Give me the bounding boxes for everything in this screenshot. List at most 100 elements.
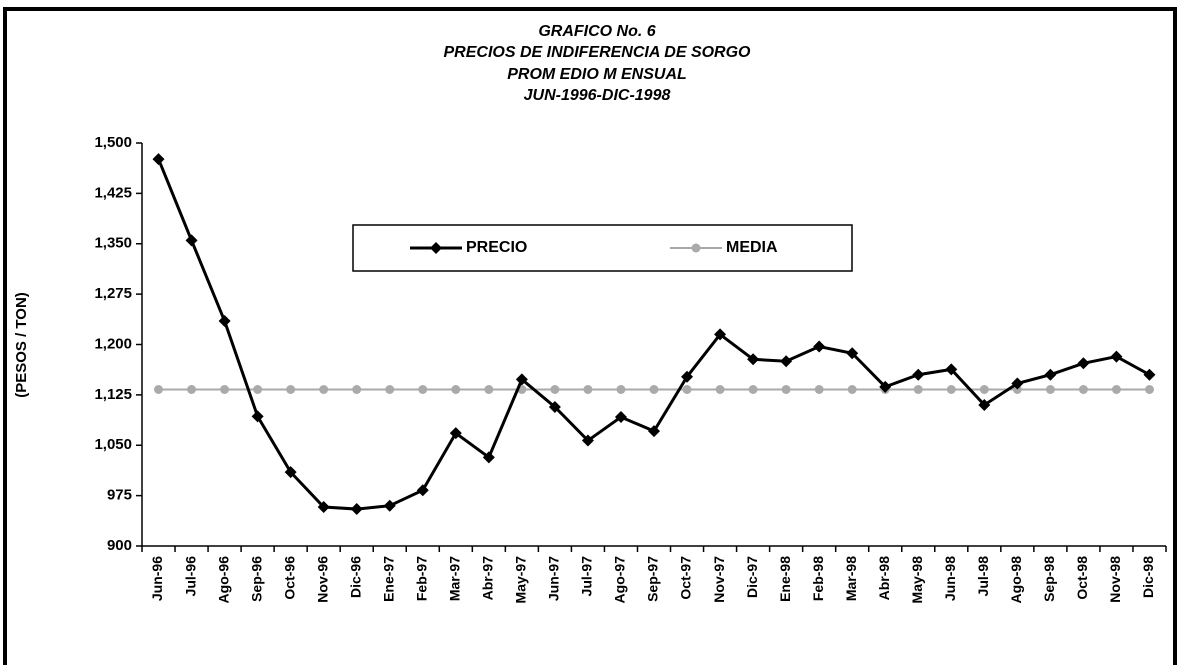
chart-title: GRAFICO No. 6: [538, 23, 655, 40]
x-tick-label: Sep-98: [1041, 556, 1057, 602]
point: [715, 385, 725, 395]
x-tick-label: Oct-98: [1074, 556, 1090, 600]
point: [1143, 368, 1156, 381]
x-tick-label: Ago-96: [215, 556, 231, 604]
point: [945, 363, 958, 376]
y-tick-label: 1,200: [94, 335, 132, 352]
point: [1077, 357, 1090, 370]
x-tick-label: Oct-97: [678, 556, 694, 600]
point: [1144, 385, 1154, 395]
point: [912, 368, 925, 381]
point: [780, 355, 793, 368]
chart-title: PRECIOS DE INDIFERENCIA DE SORGO: [444, 44, 752, 61]
point: [1110, 350, 1123, 363]
point: [913, 385, 923, 395]
point: [847, 385, 857, 395]
point: [978, 398, 991, 411]
point: [714, 328, 727, 341]
y-tick-label: 900: [107, 537, 132, 554]
point: [319, 385, 329, 395]
point: [748, 385, 758, 395]
x-tick-label: Mar-97: [447, 556, 463, 601]
chart-title: PROM EDIO M ENSUAL: [507, 66, 687, 83]
point: [813, 340, 826, 353]
legend-label: MEDIA: [726, 239, 778, 256]
x-tick-label: Jul-96: [182, 556, 198, 597]
x-tick-label: Ene-97: [380, 556, 396, 602]
point: [1045, 385, 1055, 395]
x-tick-label: May-97: [513, 556, 529, 604]
point: [581, 434, 594, 447]
point: [979, 385, 989, 395]
point: [1011, 377, 1024, 390]
x-tick-label: Nov-98: [1107, 556, 1123, 603]
legend-label: PRECIO: [466, 239, 527, 256]
point: [616, 385, 626, 395]
x-tick-label: Feb-97: [413, 556, 429, 601]
point: [449, 427, 462, 440]
x-tick-label: Feb-98: [810, 556, 826, 601]
point: [383, 499, 396, 512]
y-tick-label: 1,050: [94, 436, 132, 453]
x-tick-label: Dic-97: [744, 556, 760, 598]
point: [385, 385, 395, 395]
point: [154, 385, 164, 395]
y-tick-label: 1,350: [94, 235, 132, 252]
x-tick-label: Mar-98: [843, 556, 859, 601]
x-tick-label: Ene-98: [777, 556, 793, 602]
x-tick-label: Abr-97: [480, 556, 496, 601]
point: [352, 385, 362, 395]
x-tick-label: Nov-96: [314, 556, 330, 603]
x-tick-label: Nov-97: [711, 556, 727, 603]
point: [814, 385, 824, 395]
y-tick-label: 975: [107, 487, 132, 504]
x-tick-label: Jul-97: [579, 556, 595, 597]
point: [1111, 385, 1121, 395]
point: [781, 385, 791, 395]
point: [1078, 385, 1088, 395]
point: [418, 385, 428, 395]
x-tick-label: Jul-98: [975, 556, 991, 597]
frame: [3, 7, 1177, 665]
point: [747, 353, 760, 366]
x-tick-label: Dic-98: [1140, 556, 1156, 598]
x-tick-label: Oct-96: [281, 556, 297, 600]
point: [846, 347, 859, 360]
point: [253, 385, 263, 395]
x-tick-label: Ago-97: [612, 556, 628, 604]
point: [286, 385, 296, 395]
point: [416, 484, 429, 497]
point: [583, 385, 593, 395]
x-tick-label: Sep-96: [248, 556, 264, 602]
x-tick-label: Dic-96: [347, 556, 363, 598]
point: [682, 385, 692, 395]
legend-marker: [691, 243, 701, 253]
point: [879, 380, 892, 393]
point: [187, 385, 197, 395]
point: [284, 466, 297, 479]
point: [1044, 368, 1057, 381]
point: [350, 503, 363, 516]
x-tick-label: Jun-96: [149, 556, 165, 601]
y-tick-label: 1,500: [94, 134, 132, 151]
point: [218, 314, 231, 327]
point: [251, 410, 264, 423]
point: [482, 451, 495, 464]
point: [648, 425, 660, 438]
point: [946, 385, 956, 395]
x-tick-label: Jun-97: [546, 556, 562, 601]
y-tick-label: 1,425: [94, 184, 132, 201]
point: [185, 234, 198, 247]
chart-title: JUN-1996-DIC-1998: [524, 87, 671, 104]
point: [681, 370, 694, 383]
point: [550, 385, 560, 395]
x-tick-label: Ago-98: [1008, 556, 1024, 604]
point: [317, 501, 330, 514]
point: [515, 373, 528, 386]
x-tick-label: May-98: [909, 556, 925, 604]
point: [484, 385, 494, 395]
point: [451, 385, 461, 395]
y-axis-label: (PESOS / TON): [13, 292, 30, 398]
point: [152, 153, 165, 166]
